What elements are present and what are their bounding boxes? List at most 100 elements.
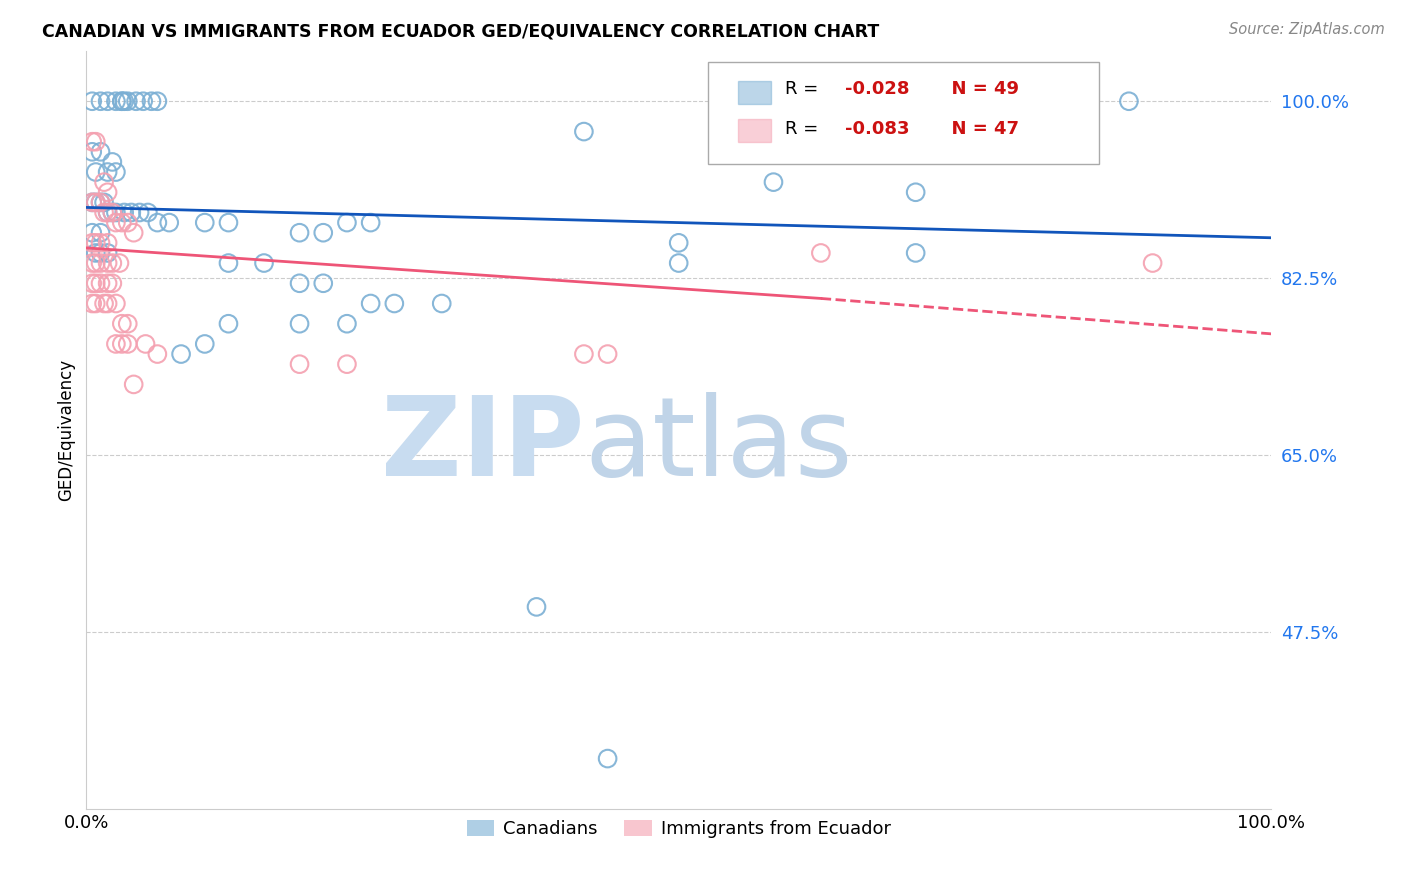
Point	[101, 277, 124, 291]
Point	[135, 337, 157, 351]
Point	[112, 95, 135, 109]
Point	[97, 246, 120, 260]
Point	[382, 296, 405, 310]
Point	[762, 175, 785, 189]
Point	[84, 296, 107, 310]
Point	[93, 205, 115, 219]
Point	[132, 95, 155, 109]
Point	[430, 296, 453, 310]
Point	[82, 135, 104, 149]
FancyBboxPatch shape	[709, 62, 1099, 164]
Point	[104, 205, 127, 219]
Point	[101, 155, 124, 169]
Point	[89, 195, 111, 210]
Point	[312, 226, 335, 240]
Point	[360, 296, 382, 310]
Point	[82, 235, 104, 250]
Point	[104, 165, 127, 179]
Point	[146, 216, 169, 230]
Point	[89, 95, 111, 109]
Point	[111, 216, 134, 230]
Point	[668, 256, 690, 270]
Point	[111, 317, 134, 331]
Point	[84, 235, 107, 250]
Point	[288, 226, 311, 240]
Point	[136, 205, 159, 219]
Legend: Canadians, Immigrants from Ecuador: Canadians, Immigrants from Ecuador	[460, 813, 898, 846]
Point	[97, 95, 120, 109]
Point	[97, 205, 120, 219]
Point	[84, 135, 107, 149]
Point	[84, 165, 107, 179]
Point	[82, 277, 104, 291]
Point	[101, 205, 124, 219]
Point	[596, 347, 619, 361]
Text: N = 49: N = 49	[939, 79, 1019, 97]
Point	[336, 216, 359, 230]
Point	[194, 216, 217, 230]
Point	[89, 277, 111, 291]
Point	[1142, 256, 1164, 270]
Point	[82, 95, 104, 109]
Point	[125, 95, 148, 109]
Point	[82, 296, 104, 310]
Point	[97, 165, 120, 179]
Point	[217, 216, 239, 230]
Point	[97, 277, 120, 291]
Text: R =: R =	[786, 79, 824, 97]
Point	[93, 296, 115, 310]
Text: -0.083: -0.083	[845, 120, 910, 137]
Point	[89, 145, 111, 159]
Point	[360, 216, 382, 230]
Point	[288, 357, 311, 371]
Point	[84, 246, 107, 260]
Point	[111, 95, 134, 109]
Point	[84, 277, 107, 291]
Point	[89, 235, 111, 250]
Text: atlas: atlas	[583, 392, 852, 499]
Text: N = 47: N = 47	[939, 120, 1019, 137]
Point	[128, 205, 150, 219]
Text: ZIP: ZIP	[381, 392, 583, 499]
Point	[157, 216, 180, 230]
Point	[84, 256, 107, 270]
Point	[526, 599, 548, 614]
Point	[104, 216, 127, 230]
Point	[1118, 95, 1140, 109]
Point	[89, 226, 111, 240]
Point	[122, 377, 145, 392]
Point	[93, 175, 115, 189]
Point	[117, 95, 139, 109]
Point	[104, 95, 127, 109]
Point	[117, 216, 139, 230]
Point	[84, 195, 107, 210]
Point	[97, 256, 120, 270]
Point	[101, 205, 124, 219]
Point	[89, 256, 111, 270]
Point	[89, 246, 111, 260]
Point	[117, 317, 139, 331]
Point	[668, 235, 690, 250]
Point	[572, 125, 595, 139]
Point	[97, 296, 120, 310]
FancyBboxPatch shape	[738, 119, 770, 142]
Point	[194, 337, 217, 351]
Point	[146, 95, 169, 109]
Point	[84, 195, 107, 210]
Point	[97, 235, 120, 250]
Point	[89, 195, 111, 210]
Point	[122, 226, 145, 240]
Text: Source: ZipAtlas.com: Source: ZipAtlas.com	[1229, 22, 1385, 37]
Point	[810, 246, 832, 260]
Point	[141, 95, 163, 109]
Point	[101, 256, 124, 270]
Point	[93, 195, 115, 210]
Text: R =: R =	[786, 120, 824, 137]
Point	[288, 317, 311, 331]
Point	[572, 347, 595, 361]
Point	[336, 317, 359, 331]
Point	[904, 246, 927, 260]
Point	[111, 95, 134, 109]
Point	[111, 337, 134, 351]
Point	[170, 347, 193, 361]
